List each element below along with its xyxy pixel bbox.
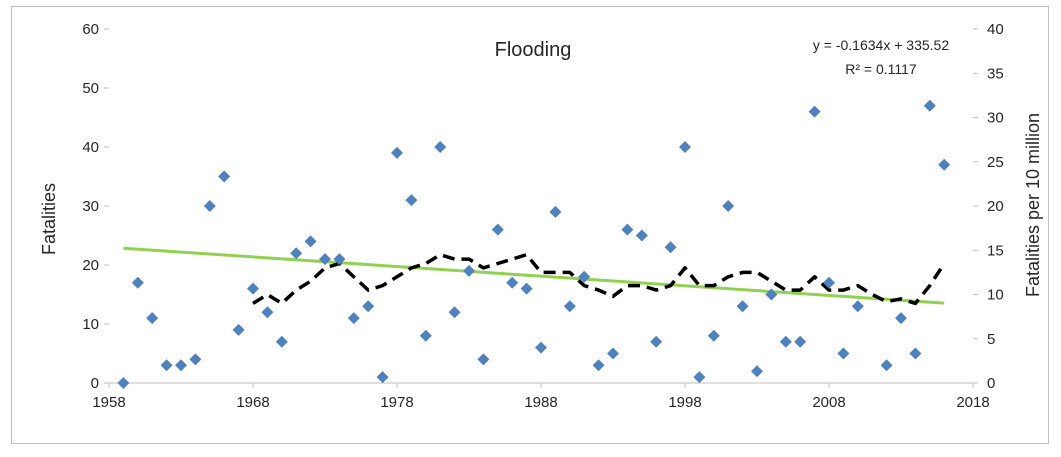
data-point [650,335,663,348]
data-point [621,223,634,236]
data-point [549,205,562,218]
data-point [261,306,274,319]
data-point [275,335,288,348]
line-layer [252,252,946,306]
trendline-r-squared: R² = 0.1117 [845,61,917,77]
y-tick-label: 30 [82,198,99,215]
data-point [232,323,245,336]
data-point [535,341,547,354]
data-point [592,359,605,372]
y2-tick-label: 15 [987,242,1004,259]
data-point [304,235,317,248]
data-point [175,359,187,372]
data-point [131,276,144,289]
data-point [160,359,173,372]
y2-tick-label: 30 [987,110,1004,127]
y2-axis-title: Fatalities per 10 million [1023,113,1043,297]
data-point [664,241,677,254]
data-point [938,158,951,171]
y-tick-label: 10 [82,316,99,333]
y-axis-title: Fatalities [39,183,59,255]
data-point [362,300,375,313]
data-point [218,170,231,183]
trendline [123,246,945,305]
x-tick-label: 2008 [812,394,845,411]
x-tick-label: 1978 [380,394,413,411]
chart-svg: Flooding y = -0.1634x + 335.52 R² = 0.11… [39,21,1043,411]
data-point [895,312,907,325]
data-point [463,264,475,277]
x-tick-label: 2018 [956,394,989,411]
data-point [837,347,850,360]
chart-title: Flooding [495,39,572,61]
data-point [880,359,893,372]
y-tick-label: 60 [82,21,99,38]
data-point [203,200,216,212]
data-point [319,253,331,266]
trendline-layer [123,246,945,305]
data-point [607,347,619,360]
data-point [477,353,490,366]
data-point [491,223,504,236]
y2-tick-label: 40 [987,21,1004,38]
data-point [794,335,807,348]
data-point [247,282,259,295]
data-point [405,194,418,207]
y-tick-label: 40 [82,139,99,156]
axes [104,28,978,388]
y2-tick-label: 0 [987,375,995,392]
labels-layer: Flooding y = -0.1634x + 335.52 R² = 0.11… [39,21,1043,411]
data-point [290,247,303,260]
y2-tick-label: 10 [987,287,1004,304]
x-tick-label: 1958 [92,394,125,411]
data-point [779,335,792,348]
trendline-equation: y = -0.1634x + 335.52 [813,37,949,53]
data-point [707,329,720,342]
data-point [146,312,159,325]
y-tick-label: 20 [82,257,99,274]
y-tick-label: 0 [91,375,99,392]
rate-line-series [252,252,946,306]
data-point [520,282,533,295]
data-point [434,141,447,153]
y2-tick-label: 20 [987,198,1004,215]
y2-tick-label: 25 [987,154,1004,171]
data-point [376,371,389,384]
data-point [189,353,202,366]
data-point [751,365,763,378]
data-point [909,347,922,360]
data-point [679,141,691,153]
data-point [578,270,591,283]
data-point [808,105,821,118]
points-layer [117,99,951,389]
y-tick-label: 50 [82,80,99,97]
x-tick-label: 1988 [524,394,557,411]
data-point [823,276,835,289]
data-point [722,200,735,212]
data-point [391,146,403,159]
x-tick-label: 1998 [668,394,701,411]
data-point [117,377,130,389]
chart-area: Flooding y = -0.1634x + 335.52 R² = 0.11… [11,6,1049,444]
data-point [333,253,346,266]
y2-tick-label: 5 [987,331,995,348]
y2-tick-label: 35 [987,65,1004,82]
data-point [765,288,778,301]
data-point [448,306,461,319]
data-point [563,300,576,313]
x-tick-label: 1968 [236,394,269,411]
data-point [736,300,749,313]
data-point [506,276,519,289]
data-point [419,329,432,342]
data-point [347,312,360,325]
data-point [635,229,648,242]
data-point [923,99,936,112]
data-point [851,300,864,313]
data-point [693,371,706,384]
